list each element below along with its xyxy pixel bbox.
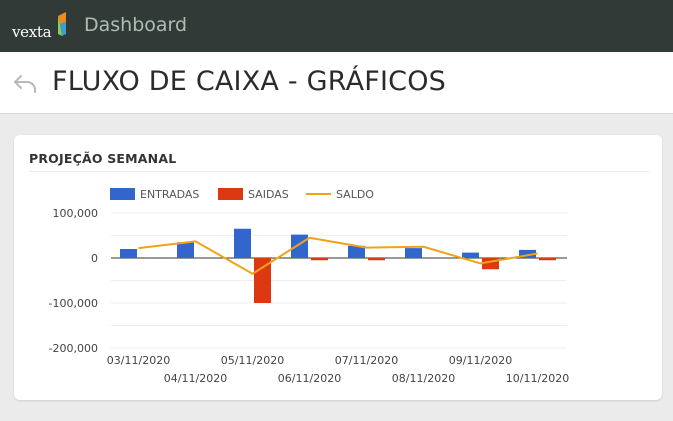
entradas-bar [348,245,365,258]
x-tick-label: 09/11/2020 [449,354,512,367]
card-divider [29,171,649,172]
x-tick-label: 05/11/2020 [221,354,284,367]
chart-grid [111,212,567,349]
legend-label: ENTRADAS [140,188,199,201]
legend-label: SALDO [336,188,374,201]
y-tick-label: 100,000 [53,207,99,220]
y-tick-label: -100,000 [49,297,98,310]
entradas-bar [519,249,536,258]
entradas-bar [177,242,194,258]
x-tick-label: 08/11/2020 [392,372,455,385]
saidas-bar [368,258,385,261]
saidas-bar [539,258,556,261]
page-header: FLUXO DE CAIXA - GRÁFICOS [0,52,673,114]
legend-label: SAIDAS [248,188,289,201]
chart-x-axis: 03/11/2020 04/11/2020 05/11/2020 06/11/2020… [107,354,569,385]
weekly-projection-card: PROJEÇÃO SEMANAL ENTRADAS SAIDAS SALDO 100… [14,135,662,400]
entradas-bar [234,228,251,258]
legend-swatch [218,188,243,200]
saldo-line [138,236,538,275]
x-tick-label: 04/11/2020 [164,372,227,385]
chart-y-axis: 100,000 0 -100,000 -200,000 [49,207,98,355]
back-arrow-icon[interactable] [12,72,38,94]
logo-text: vexta [12,23,52,41]
entradas-bar [120,249,137,258]
cash-flow-chart: ENTRADAS SAIDAS SALDO 100,000 0 -100,000 -200… [49,188,569,385]
entradas-bar [405,248,422,258]
y-tick-label: 0 [91,252,98,265]
top-bar: vexta Dashboard [0,0,673,52]
x-tick-label: 07/11/2020 [335,354,398,367]
saidas-bar [482,258,499,270]
x-tick-label: 03/11/2020 [107,354,170,367]
page-title: FLUXO DE CAIXA - GRÁFICOS [52,66,446,97]
x-tick-label: 06/11/2020 [278,372,341,385]
legend-swatch [110,188,135,200]
vexta-logo[interactable]: vexta [12,12,72,42]
logo-mark-icon [58,12,66,36]
entradas-bar [462,252,479,258]
y-tick-label: -200,000 [49,342,98,355]
chart-line [138,236,538,275]
card-title: PROJEÇÃO SEMANAL [29,151,177,166]
chart-bars [120,228,556,303]
entradas-bar [291,234,308,258]
saidas-bar [311,258,328,261]
app-title: Dashboard [84,14,188,36]
x-tick-label: 10/11/2020 [506,372,569,385]
chart-legend: ENTRADAS SAIDAS SALDO [110,188,374,201]
